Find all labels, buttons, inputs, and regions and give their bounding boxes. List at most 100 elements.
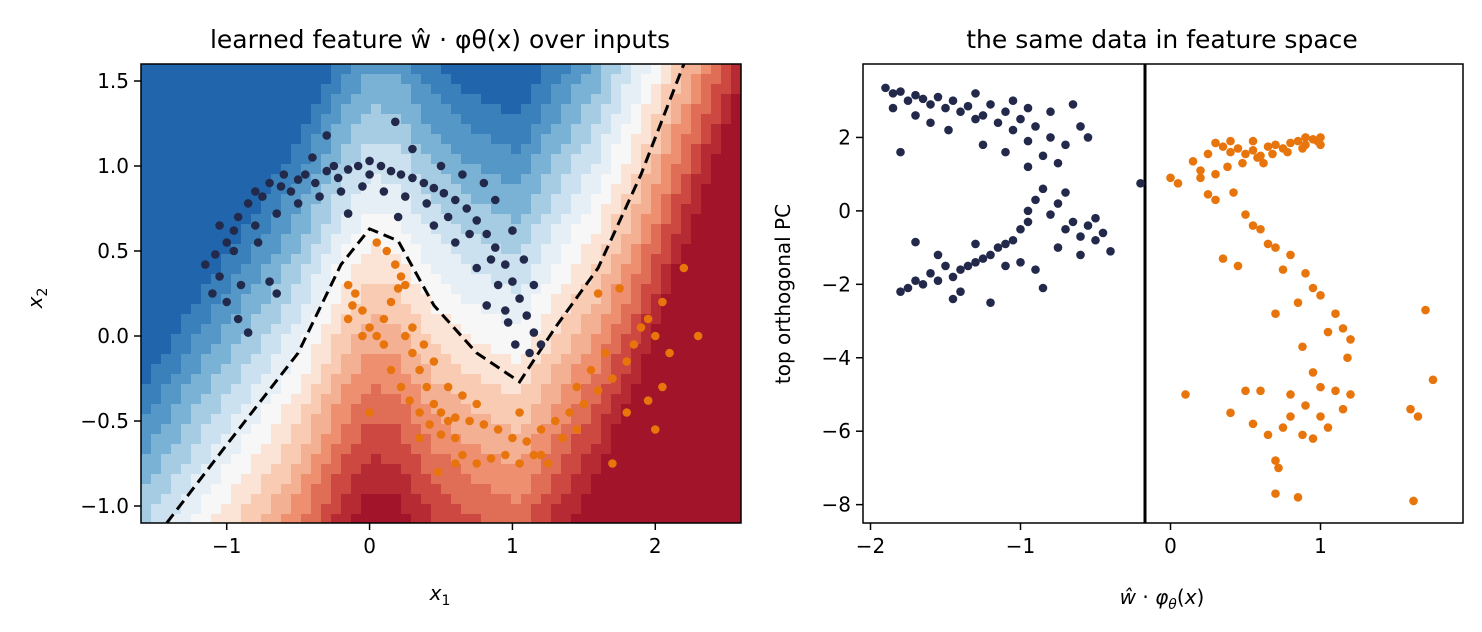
contour-cell <box>731 64 741 75</box>
contour-cell <box>291 224 302 235</box>
right-point-class-0 <box>1023 103 1033 113</box>
contour-cell <box>481 174 492 185</box>
contour-cell <box>241 334 252 345</box>
contour-cell <box>571 464 582 475</box>
contour-cell <box>641 514 652 523</box>
contour-cell <box>711 74 722 85</box>
contour-cell <box>501 514 512 523</box>
contour-cell <box>551 484 562 495</box>
contour-cell <box>731 214 741 225</box>
contour-cell <box>291 294 302 305</box>
contour-cell <box>401 374 412 385</box>
contour-cell <box>681 214 692 225</box>
contour-cell <box>421 64 432 75</box>
contour-cell <box>401 344 412 355</box>
contour-cell <box>691 104 702 115</box>
contour-cell <box>221 334 232 345</box>
contour-cell <box>171 414 182 425</box>
contour-cell <box>631 324 642 335</box>
contour-cell <box>461 74 472 85</box>
contour-cell <box>531 74 542 85</box>
contour-cell <box>671 314 682 325</box>
contour-cell <box>231 174 242 185</box>
contour-cell <box>151 154 162 165</box>
contour-cell <box>171 114 182 125</box>
contour-cell <box>601 314 612 325</box>
contour-cell <box>531 474 542 485</box>
contour-cell <box>331 94 342 105</box>
contour-cell <box>381 324 392 335</box>
contour-cell <box>641 264 652 275</box>
contour-cell <box>401 104 412 115</box>
contour-cell <box>401 414 412 425</box>
contour-cell <box>231 164 242 175</box>
contour-cell <box>231 124 242 135</box>
contour-cell <box>421 504 432 515</box>
contour-cell <box>611 214 622 225</box>
contour-cell <box>511 174 522 185</box>
contour-cell <box>541 414 552 425</box>
right-point-class-1 <box>1173 179 1183 188</box>
contour-cell <box>461 284 472 295</box>
left-point-class-1 <box>382 246 392 256</box>
contour-cell <box>251 144 262 155</box>
right-point-class-0 <box>1023 206 1033 216</box>
contour-cell <box>141 444 152 455</box>
contour-cell <box>531 334 542 345</box>
left-point-class-0 <box>479 178 489 188</box>
contour-cell <box>451 134 462 145</box>
contour-cell <box>271 454 282 465</box>
contour-cell <box>571 204 582 215</box>
left-point-class-1 <box>400 280 410 290</box>
contour-cell <box>191 484 202 495</box>
contour-cell <box>451 484 462 495</box>
contour-cell <box>691 114 702 125</box>
left-point-class-1 <box>415 433 424 443</box>
right-point-class-1 <box>1278 265 1288 274</box>
contour-cell <box>651 464 662 475</box>
contour-cell <box>301 314 312 325</box>
contour-cell <box>531 64 542 75</box>
contour-cell <box>521 304 532 315</box>
contour-cell <box>151 494 162 505</box>
contour-cell <box>631 374 642 385</box>
contour-cell <box>661 184 672 195</box>
contour-cell <box>601 304 612 315</box>
contour-cell <box>381 194 392 205</box>
contour-cell <box>201 124 212 135</box>
contour-cell <box>261 344 272 355</box>
contour-cell <box>151 144 162 155</box>
contour-cell <box>381 334 392 345</box>
contour-cell <box>261 194 272 205</box>
contour-cell <box>171 344 182 355</box>
contour-cell <box>171 174 182 185</box>
contour-cell <box>641 414 652 425</box>
contour-cell <box>351 494 362 505</box>
contour-cell <box>141 294 152 305</box>
right-point-class-0 <box>911 276 920 285</box>
contour-cell <box>341 354 352 365</box>
contour-cell <box>501 224 512 235</box>
contour-cell <box>201 364 212 375</box>
contour-cell <box>141 474 152 485</box>
contour-cell <box>311 504 322 515</box>
contour-cell <box>451 64 462 75</box>
contour-cell <box>321 484 332 495</box>
contour-cell <box>421 204 432 215</box>
contour-cell <box>181 324 192 335</box>
contour-cell <box>521 324 532 335</box>
right-point-class-0 <box>1091 235 1100 245</box>
left-point-class-1 <box>443 382 453 392</box>
contour-cell <box>341 344 352 355</box>
contour-cell <box>161 514 172 523</box>
contour-cell <box>331 344 342 355</box>
contour-cell <box>711 384 722 395</box>
contour-cell <box>331 124 342 135</box>
left-point-class-1 <box>379 340 389 349</box>
contour-cell <box>611 144 622 155</box>
right-point-class-1 <box>1248 419 1258 429</box>
contour-cell <box>531 464 542 475</box>
contour-cell <box>651 64 662 75</box>
contour-cell <box>431 374 442 385</box>
contour-cell <box>261 264 272 275</box>
